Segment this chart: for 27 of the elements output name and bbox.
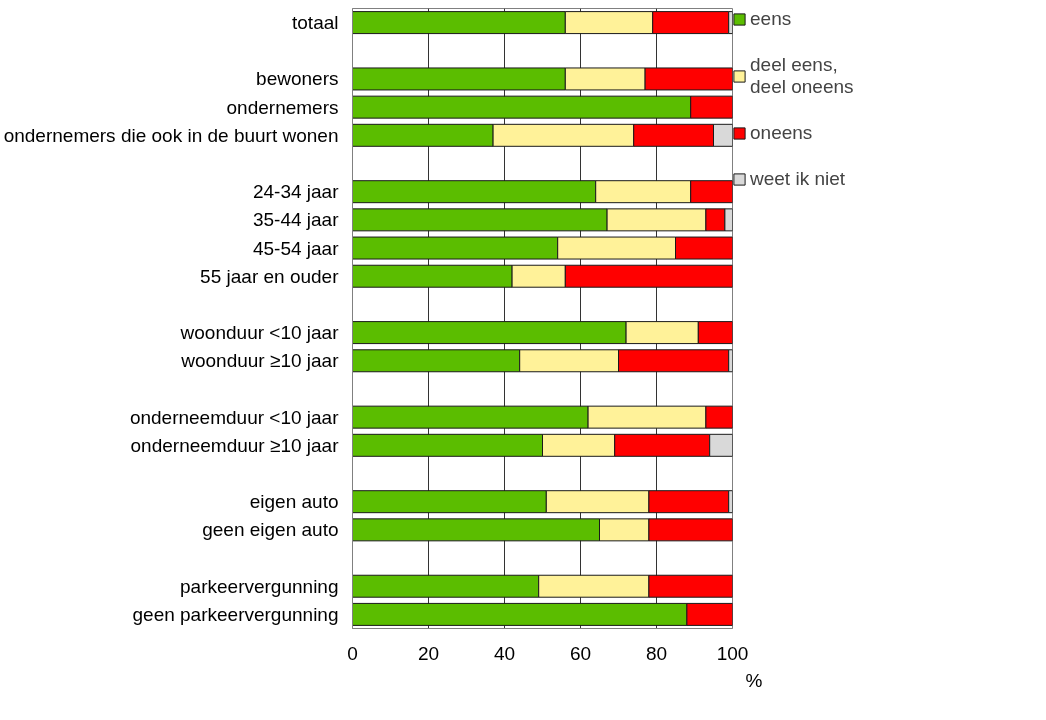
x-tick-label: 60 (569, 642, 592, 664)
x-tick-label: 40 (493, 642, 516, 664)
legend-label: weet ik niet (750, 168, 846, 190)
y-tick-label: eigen auto (249, 491, 339, 513)
y-tick-label: onderneemduur ≥10 jaar (130, 434, 340, 456)
x-tick-label: 20 (417, 642, 440, 664)
y-tick-label: parkeervergunning (180, 575, 339, 597)
y-tick-label: geen parkeervergunning (132, 603, 339, 625)
legend-label: deel eens, deel oneens (750, 54, 854, 98)
x-tick-label: 100 (716, 642, 749, 664)
y-tick-label: onderneemduur <10 jaar (129, 406, 340, 428)
y-tick-label: totaal (292, 12, 339, 34)
y-tick-label: bewoners (256, 68, 339, 90)
y-tick-label: woonduur ≥10 jaar (180, 350, 340, 372)
y-tick-label: 35-44 jaar (252, 209, 340, 231)
x-tick-label: 80 (645, 642, 668, 664)
y-tick-label: 55 jaar en ouder (200, 265, 340, 287)
x-tick-label: 0 (347, 642, 358, 664)
text: % (745, 669, 763, 691)
y-tick-label: ondernemers die ook in de buurt wonen (3, 124, 339, 146)
y-tick-label: 45-54 jaar (252, 237, 340, 259)
y-tick-label: ondernemers (226, 96, 339, 118)
y-tick-label: geen eigen auto (202, 519, 339, 541)
legend-label: eens (750, 8, 792, 30)
y-tick-label: woonduur <10 jaar (179, 322, 340, 344)
legend-label: oneens (750, 122, 813, 144)
y-tick-label: 24-34 jaar (252, 181, 340, 203)
